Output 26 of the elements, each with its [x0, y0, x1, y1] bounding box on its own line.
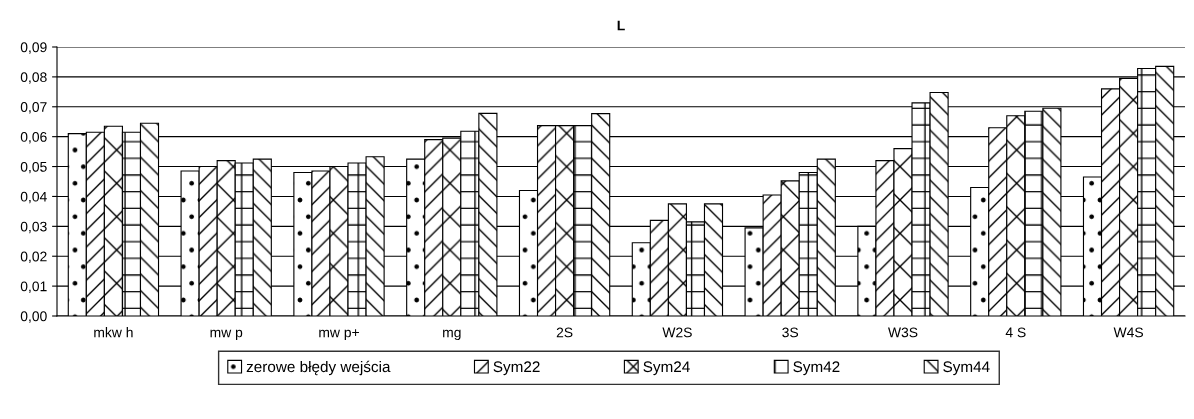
legend-label: Sym24 — [643, 361, 690, 376]
y-tick-label: 0,05 — [20, 161, 47, 174]
legend-label: Sym22 — [493, 361, 540, 376]
x-tick-label: W3S — [888, 327, 918, 338]
y-tick-label: 0,03 — [20, 221, 47, 234]
x-tick-label: mw p+ — [319, 329, 359, 341]
legend-label: Sym42 — [793, 361, 840, 376]
chart-title: L — [617, 20, 625, 31]
x-tick-label: W2S — [662, 327, 692, 338]
x-tick-label: W4S — [1113, 327, 1144, 338]
x-tick-label: 2S — [556, 327, 573, 338]
x-tick-label: mw p — [210, 329, 243, 341]
y-tick-label: 0,04 — [20, 191, 47, 204]
y-tick-label: 0,01 — [20, 281, 47, 293]
legend-label: Sym44 — [943, 361, 990, 376]
x-tick-label: mg — [443, 329, 461, 341]
y-tick-label: 0,08 — [20, 72, 47, 84]
legend-label: zerowe błędy wejścia — [246, 360, 391, 376]
y-tick-label: 0,09 — [20, 42, 47, 54]
x-tick-label: 4 S — [1005, 327, 1026, 338]
y-tick-label: 0,02 — [20, 251, 47, 264]
y-tick-label: 0,00 — [20, 311, 47, 323]
y-tick-label: 0,06 — [20, 132, 47, 144]
y-tick-label: 0,07 — [20, 102, 47, 114]
x-tick-label: mkw h — [94, 327, 133, 338]
x-tick-label: 3S — [782, 327, 799, 338]
